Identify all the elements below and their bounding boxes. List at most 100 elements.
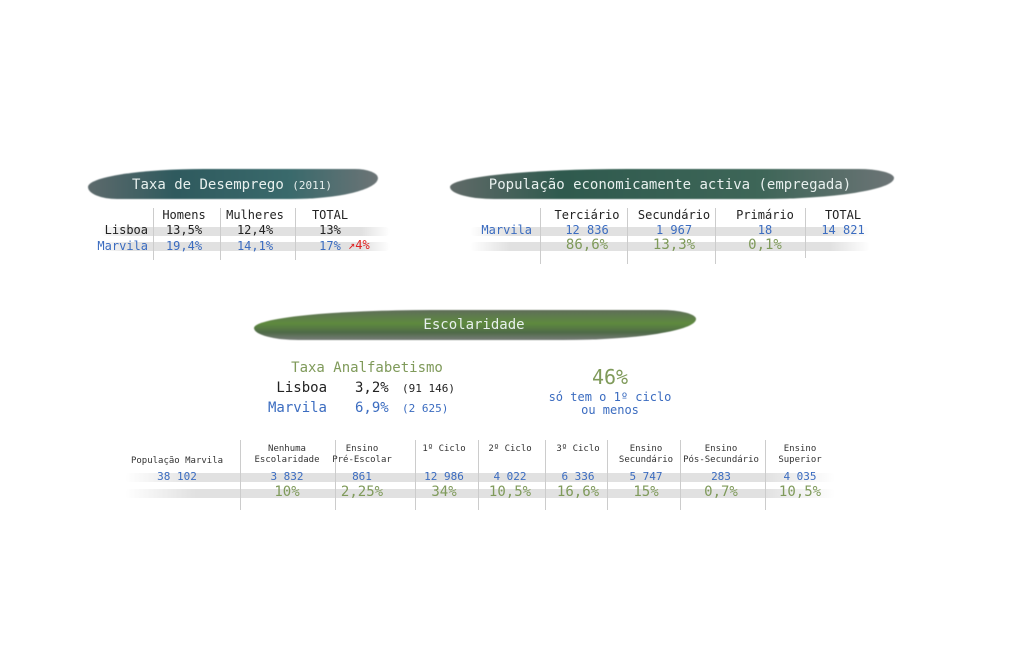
level-header: Ensino Pós-Secundário [683,444,759,466]
illit-label-lisboa: Lisboa [276,380,327,396]
divider [240,440,241,510]
level-header: 2º Ciclo [488,444,531,455]
divider [765,440,766,510]
unemployment-title: Taxa de Desemprego (2011) [132,177,332,193]
level-header-line2: Pós-Secundário [683,455,759,465]
count: 14 821 [821,223,865,237]
level-percent: 34% [431,484,457,500]
divider [335,440,336,510]
level-header-line1: Nenhuma [268,444,306,454]
divider [153,208,154,260]
level-count: 283 [711,470,731,483]
row-label-marvila: Marvila [481,223,532,237]
level-header: Ensino Pré-Escolar [332,444,392,466]
divider [295,208,296,260]
header-mulheres: Mulheres [226,208,284,222]
level-header-line2: Pré-Escolar [332,455,392,465]
level-percent: 10% [274,484,300,500]
level-count: 4 022 [493,470,527,483]
cell: 19,4% [165,239,203,253]
cell: 14,1% [236,239,274,253]
active-banner [450,169,894,199]
percent: 0,1% [748,237,782,253]
divider [680,440,681,510]
level-percent: 2,25% [340,484,384,500]
level-header-line1: Ensino [704,444,738,454]
divider [805,208,806,258]
row-label-marvila: Marvila [97,239,148,253]
divider [540,208,541,264]
count: 1 967 [655,223,693,237]
divider [545,440,546,510]
count: 18 [757,223,773,237]
row-stripe [470,227,870,236]
delta: ↗4% [348,238,370,252]
level-header: 1º Ciclo [422,444,465,455]
cell: 17% [319,239,341,253]
level-percent: 16,6% [556,484,600,500]
divider [415,440,416,510]
cell: 13,5% [165,223,203,237]
header-total: TOTAL [311,208,349,222]
cell: 13% [319,223,341,237]
level-count: 3 832 [270,470,304,483]
illit-count-marvila: (2 625) [402,402,449,415]
level-header-line2: 2º Ciclo [488,444,532,454]
divider [607,440,608,510]
illit-pct-marvila: 6,9% [355,400,389,416]
row-stripe [125,473,835,482]
highlight-line1: só tem o 1º ciclo [548,390,672,404]
header-primario: Primário [736,208,794,222]
header-terciario: Terciário [554,208,620,222]
row-label-lisboa: Lisboa [104,223,148,237]
divider [715,208,716,264]
population-value: 38 102 [157,470,197,483]
level-header: Nenhuma Escolaridade [254,444,319,466]
header-secundario: Secundário [637,208,711,222]
illiteracy-title: Taxa Analfabetismo [291,360,443,376]
level-percent: 15% [633,484,659,500]
row-stripe [125,489,835,498]
divider [478,440,479,510]
header-homens: Homens [162,208,206,222]
level-header-line2: Superior [778,455,822,465]
arrow-up-right-icon: ↗ [348,238,356,252]
level-count: 5 747 [629,470,663,483]
level-header: Ensino Superior [778,444,821,466]
level-count: 12 986 [424,470,464,483]
school-banner [254,310,696,340]
level-header-line1: Ensino [629,444,663,454]
level-percent: 10,5% [778,484,822,500]
illit-count-lisboa: (91 146) [402,382,455,395]
row-stripe [100,242,390,251]
level-count: 6 336 [561,470,595,483]
school-title: Escolaridade [423,317,525,333]
unemployment-banner [88,169,378,199]
level-percent: 10,5% [488,484,532,500]
illit-label-marvila: Marvila [267,400,327,416]
level-header-line2: Secundário [618,455,674,465]
highlight-value: 46% [591,365,629,389]
population-label: População Marvila [130,456,224,466]
percent: 13,3% [652,237,696,253]
level-count: 4 035 [783,470,817,483]
level-header-line2: 1º Ciclo [422,444,466,454]
level-header-line2: 3º Ciclo [556,444,600,454]
level-header-line1: Ensino [345,444,379,454]
level-header: Ensino Secundário [619,444,673,466]
level-header: 3º Ciclo [556,444,599,455]
cell: 12,4% [236,223,274,237]
level-percent: 0,7% [704,484,738,500]
divider [627,208,628,264]
divider [220,208,221,260]
row-stripe [100,227,390,236]
highlight-line2: ou menos [581,403,639,417]
row-stripe [470,242,870,251]
level-header-line1: Ensino [783,444,817,454]
active-title: População economicamente activa (emprega… [488,177,852,193]
percent: 86,6% [565,237,609,253]
level-header-line2: Escolaridade [254,455,320,465]
level-count: 861 [352,470,372,483]
header-total: TOTAL [824,208,862,222]
illit-pct-lisboa: 3,2% [355,380,389,396]
